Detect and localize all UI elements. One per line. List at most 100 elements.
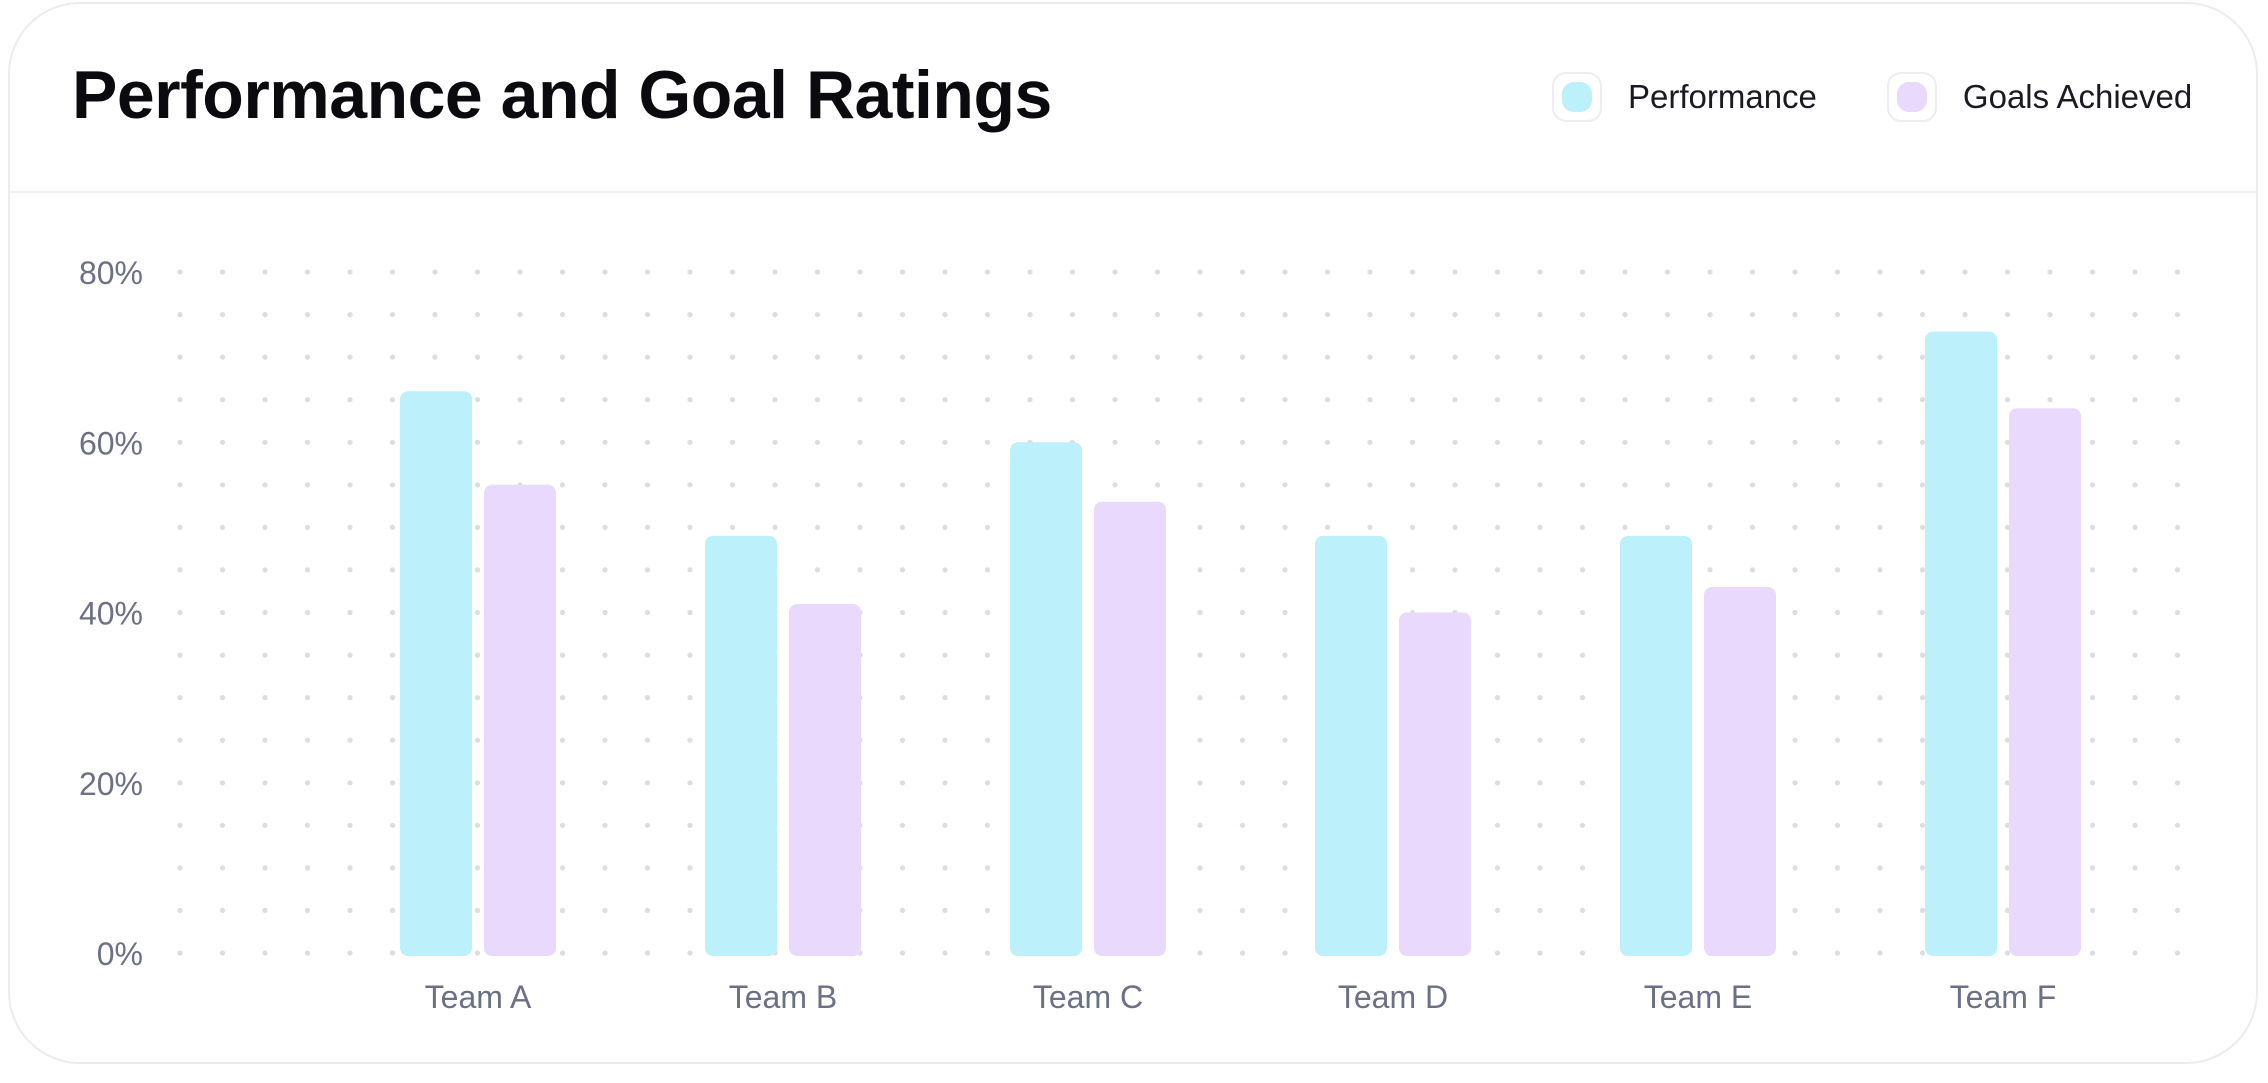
bar-goals-achieved-team-c[interactable]	[1094, 501, 1166, 956]
bar-goals-achieved-team-b[interactable]	[789, 604, 861, 956]
grid-dot	[1579, 695, 1586, 701]
grid-dot	[304, 524, 311, 531]
grid-dot	[1919, 354, 1926, 360]
bar-performance-team-a[interactable]	[400, 391, 472, 956]
grid-dot	[2089, 397, 2096, 403]
grid-dot	[304, 482, 311, 488]
grid-dot	[1112, 354, 1118, 360]
grid-dot	[772, 269, 778, 275]
grid-dot	[857, 354, 863, 360]
grid-dot	[1452, 439, 1458, 445]
grid-dot	[942, 695, 948, 701]
grid-dot	[687, 907, 693, 914]
grid-dot	[2089, 354, 2096, 360]
bar-performance-team-d[interactable]	[1315, 535, 1387, 956]
grid-dot	[644, 312, 651, 318]
grid-dot	[389, 524, 396, 531]
grid-dot	[772, 312, 778, 318]
grid-dot	[1664, 397, 1671, 403]
grid-dot	[1579, 780, 1586, 786]
grid-dot	[262, 609, 268, 616]
grid-dot	[304, 439, 311, 445]
grid-dot	[602, 397, 608, 403]
bar-goals-achieved-team-d[interactable]	[1399, 612, 1471, 957]
grid-dot	[1664, 439, 1671, 445]
grid-dot	[1579, 950, 1586, 956]
grid-dot	[1282, 780, 1288, 786]
bar-goals-achieved-team-e[interactable]	[1704, 587, 1776, 956]
grid-dot	[2089, 312, 2096, 318]
legend-color-goals-achieved	[1896, 82, 1927, 112]
grid-dot	[304, 865, 311, 871]
bar-performance-team-f[interactable]	[1925, 331, 1997, 957]
grid-dot	[729, 524, 736, 531]
grid-dot	[1367, 397, 1373, 403]
grid-dot	[1409, 269, 1416, 275]
bar-goals-achieved-team-a[interactable]	[484, 484, 556, 956]
grid-dot	[1792, 482, 1798, 488]
bar-performance-team-e[interactable]	[1620, 535, 1692, 956]
grid-dot	[899, 439, 906, 445]
grid-dot	[1324, 439, 1331, 445]
grid-dot	[1834, 567, 1841, 573]
grid-dot	[644, 609, 651, 616]
grid-dot	[347, 737, 353, 743]
grid-dot	[2132, 865, 2138, 871]
grid-dot	[559, 822, 566, 828]
grid-dot	[2004, 652, 2011, 658]
grid-dot	[644, 865, 651, 871]
grid-dot	[644, 354, 651, 360]
grid-dot	[1792, 439, 1798, 445]
bar-goals-achieved-team-f[interactable]	[2009, 408, 2081, 956]
grid-dot	[1664, 269, 1671, 275]
grid-dot	[899, 950, 906, 956]
grid-dot	[899, 312, 906, 318]
grid-dot	[1069, 397, 1076, 403]
grid-dot	[1452, 269, 1458, 275]
grid-dot	[1877, 397, 1883, 403]
bar-performance-team-c[interactable]	[1010, 442, 1082, 957]
grid-dot	[602, 269, 608, 275]
legend: Performance Goals Achieved	[1552, 72, 2192, 122]
grid-dot	[474, 439, 481, 445]
grid-dot	[857, 439, 863, 445]
grid-dot	[1154, 312, 1161, 318]
grid-dot	[559, 312, 566, 318]
grid-dot	[1494, 609, 1501, 616]
grid-dots	[177, 269, 2181, 956]
grid-dot	[1112, 439, 1118, 445]
grid-dot	[347, 312, 353, 318]
grid-dot	[2132, 567, 2138, 573]
grid-dot	[304, 737, 311, 743]
grid-dot	[262, 652, 268, 658]
grid-dot	[1919, 907, 1926, 914]
grid-dot	[1919, 822, 1926, 828]
grid-dot	[899, 609, 906, 616]
grid-dot	[1707, 312, 1713, 318]
grid-dot	[1494, 312, 1501, 318]
grid-dot	[177, 780, 183, 786]
legend-item-goals-achieved[interactable]: Goals Achieved	[1886, 72, 2192, 122]
bar-performance-team-b[interactable]	[705, 535, 777, 956]
grid-dot	[1197, 865, 1203, 871]
grid-dot	[1877, 567, 1883, 573]
legend-item-performance[interactable]: Performance	[1552, 72, 1817, 122]
grid-dot	[1239, 652, 1246, 658]
grid-dot	[1494, 524, 1501, 531]
grid-dot	[687, 609, 693, 616]
grid-dot	[262, 439, 268, 445]
grid-dot	[1749, 439, 1756, 445]
grid-dot	[304, 695, 311, 701]
grid-dot	[474, 737, 481, 743]
grid-dot	[814, 439, 821, 445]
grid-dot	[1707, 567, 1713, 573]
grid-dot	[687, 822, 693, 828]
grid-dot	[1877, 695, 1883, 701]
grid-dot	[474, 567, 481, 573]
grid-dot	[389, 269, 396, 275]
grid-dot	[1834, 482, 1841, 488]
grid-dot	[814, 397, 821, 403]
grid-dot	[347, 439, 353, 445]
grid-dot	[1579, 269, 1586, 275]
grid-dot	[1069, 269, 1076, 275]
